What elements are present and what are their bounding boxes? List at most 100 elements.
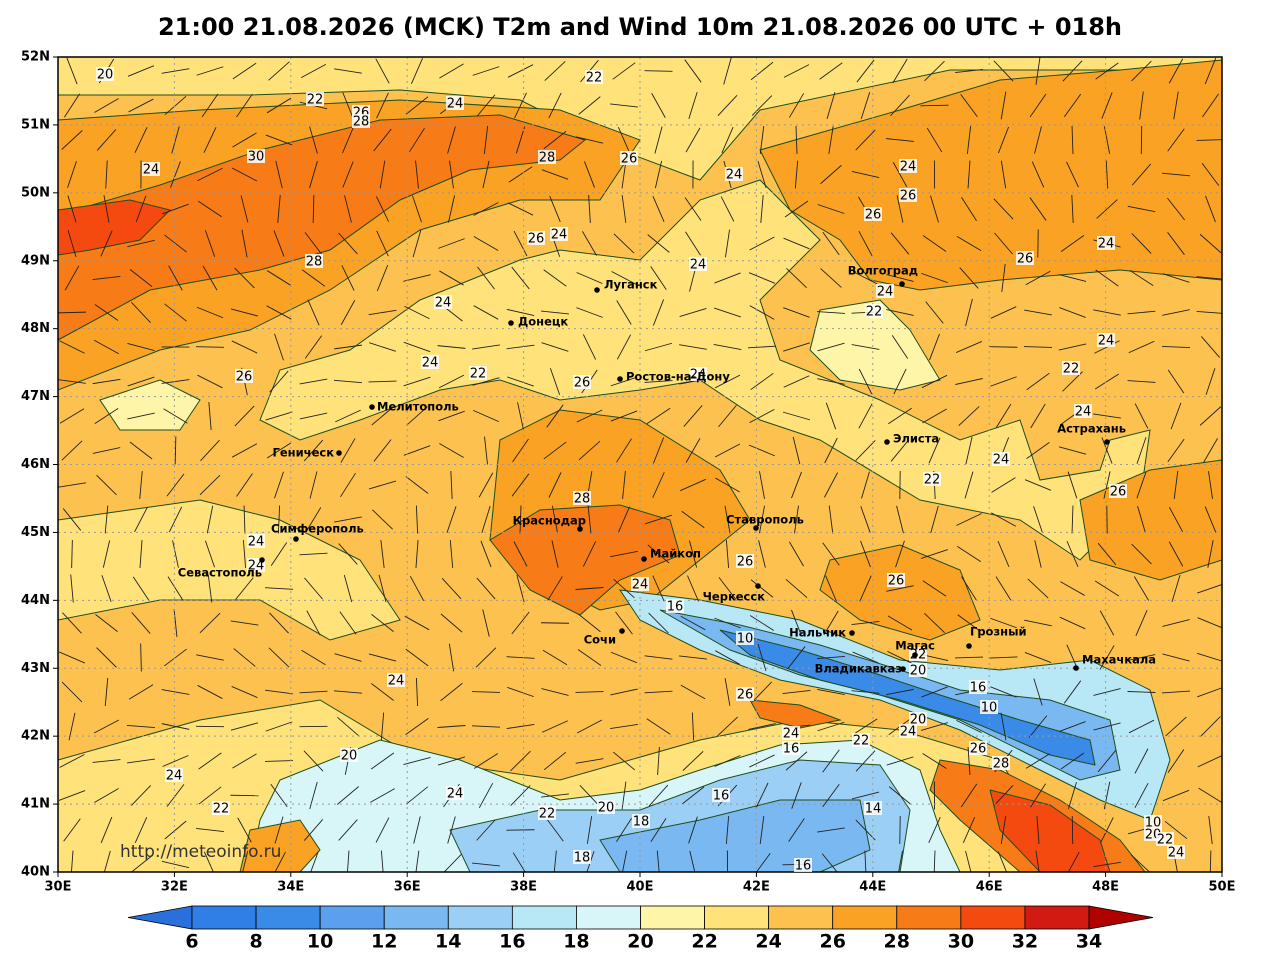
colorbar-segment	[256, 906, 320, 929]
colorbar-tick-label: 20	[627, 931, 653, 953]
colorbar-tick-label: 8	[249, 931, 262, 953]
city-name: Черкесск	[703, 590, 766, 604]
lat-label: 45N	[21, 525, 50, 540]
contour-label: 24	[726, 168, 743, 183]
lat-label: 44N	[21, 593, 50, 608]
city-name: Майкоп	[650, 547, 701, 561]
contour-label: 22	[213, 802, 230, 817]
lat-label: 48N	[21, 321, 50, 336]
colorbar-extend-low	[128, 906, 192, 929]
lat-label: 51N	[21, 117, 50, 132]
colorbar-segment	[833, 906, 897, 929]
contour-label: 28	[306, 255, 323, 270]
contour-label: 26	[528, 232, 545, 247]
city-name: Ростов-на-Дону	[626, 370, 730, 384]
contour-label: 24	[900, 725, 917, 740]
colorbar-segment	[320, 906, 384, 929]
city-name: Магас	[895, 639, 935, 653]
city-dot	[849, 630, 855, 636]
colorbar-tick-label: 26	[819, 931, 845, 953]
city-name: Нальчик	[789, 626, 846, 640]
colorbar-segment	[576, 906, 640, 929]
contour-label: 22	[470, 367, 487, 382]
contour-label: 26	[888, 574, 905, 589]
lat-label: 52N	[21, 50, 50, 65]
wind-barb	[231, 795, 259, 796]
contour-label: 24	[1098, 334, 1115, 349]
colorbar-segment	[384, 906, 448, 929]
colorbar-segment	[1025, 906, 1089, 929]
city-dot	[259, 557, 265, 563]
contour-label: 26	[865, 208, 882, 223]
lon-label: 50E	[1209, 880, 1236, 895]
city-dot	[912, 652, 918, 658]
contour-label: 22	[924, 473, 941, 488]
contour-label: 18	[633, 815, 650, 830]
contour-label: 26	[970, 742, 987, 757]
colorbar-segment	[769, 906, 833, 929]
city-dot	[899, 281, 905, 287]
city-name: Ставрополь	[726, 513, 804, 527]
city-name: Элиста	[893, 432, 939, 446]
contour-label: 24	[435, 296, 452, 311]
colorbar-tick-label: 10	[307, 931, 333, 953]
wind-barb	[921, 105, 949, 106]
contour-label: 28	[574, 492, 591, 507]
city-name: Симферополь	[271, 522, 364, 536]
lon-label: 30E	[45, 880, 72, 895]
city-name: Мелитополь	[377, 400, 459, 414]
lon-label: 40E	[627, 880, 654, 895]
colorbar-tick-label: 22	[691, 931, 717, 953]
lat-label: 40N	[21, 865, 50, 880]
contour-label: 24	[877, 285, 894, 300]
city-dot	[619, 628, 625, 634]
contour-label: 28	[993, 757, 1010, 772]
contour-label: 26	[737, 688, 754, 703]
city-dot	[293, 536, 299, 542]
lon-label: 46E	[976, 880, 1003, 895]
colorbar-tick-label: 34	[1076, 931, 1102, 953]
contour-label: 22	[586, 71, 603, 86]
wind-barb	[196, 347, 224, 348]
colorbar-tick-label: 14	[435, 931, 461, 953]
contour-label: 18	[574, 851, 591, 866]
lon-label: 34E	[277, 880, 304, 895]
colorbar-extend-high	[1089, 906, 1153, 929]
city-dot	[1104, 439, 1110, 445]
city-name: Севастополь	[178, 566, 262, 580]
city-name: Астрахань	[1057, 422, 1126, 436]
contour-label: 26	[621, 152, 638, 167]
colorbar-segment	[705, 906, 769, 929]
contour-label: 24	[388, 674, 405, 689]
wind-barb	[645, 71, 673, 72]
lat-label: 43N	[21, 661, 50, 676]
contour-label: 28	[539, 151, 556, 166]
wind-barb	[990, 347, 1018, 348]
lat-label: 46N	[21, 457, 50, 472]
colorbar-segment	[448, 906, 512, 929]
contour-label: 22	[866, 305, 883, 320]
wind-barb	[541, 623, 569, 624]
city-name: Краснодар	[513, 514, 586, 528]
lat-label: 49N	[21, 253, 50, 268]
lon-label: 42E	[743, 880, 770, 895]
contour-label: 24	[1098, 237, 1115, 252]
city-name: Сочи	[584, 633, 616, 647]
colorbar-tick-label: 30	[948, 931, 974, 953]
lon-label: 38E	[510, 880, 537, 895]
contour-label: 22	[853, 734, 870, 749]
colorbar-segment	[897, 906, 961, 929]
contour-label: 26	[236, 370, 253, 385]
lon-label: 36E	[394, 880, 421, 895]
contour-label: 24	[422, 356, 439, 371]
city-dot	[369, 404, 375, 410]
contour-label: 14	[865, 802, 882, 817]
lat-label: 41N	[21, 797, 50, 812]
colorbar-segment	[512, 906, 576, 929]
city-name: Махачкала	[1082, 653, 1156, 667]
city-name: Грозный	[970, 625, 1027, 639]
colorbar-tick-label: 28	[884, 931, 910, 953]
